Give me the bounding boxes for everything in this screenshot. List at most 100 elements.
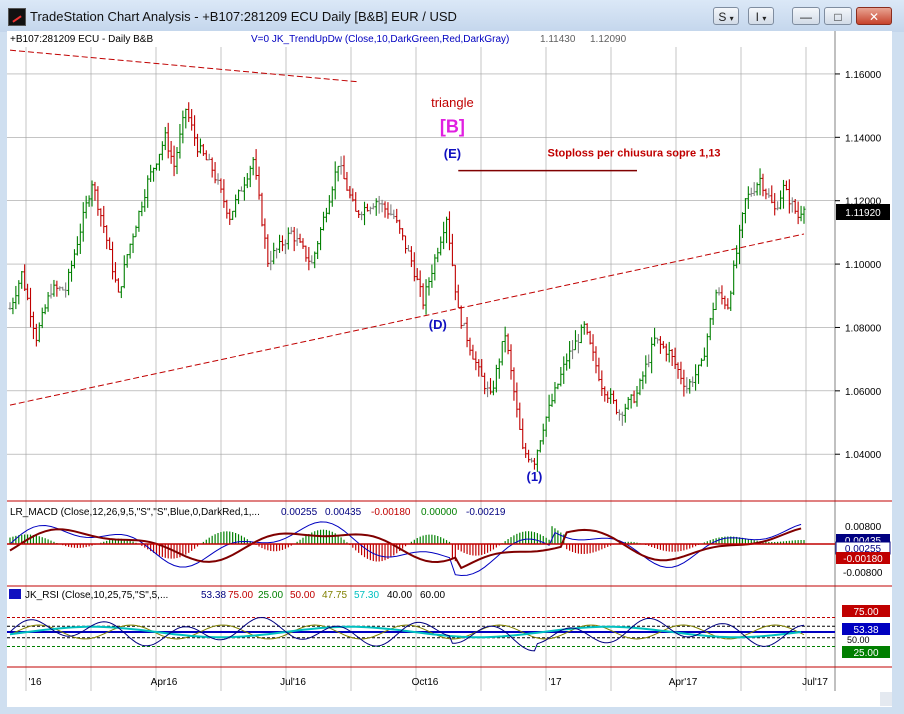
trendline[interactable] — [9, 233, 805, 406]
price-bar — [81, 202, 85, 242]
price-bar — [29, 287, 33, 328]
price-bar — [515, 382, 519, 418]
time-tick-label: '16 — [28, 677, 41, 688]
price-bar — [339, 156, 343, 175]
price-bar — [134, 225, 138, 238]
price-bar — [541, 423, 545, 445]
close-button[interactable]: ✕ — [856, 7, 892, 25]
rsi-line — [9, 616, 805, 652]
price-bar — [169, 140, 173, 164]
price-bar — [494, 364, 498, 393]
annotations: triangle [B] (E) (D) (1) Stoploss per chiusur… — [429, 95, 721, 484]
time-tick-label: '17 — [548, 677, 561, 688]
price-bar — [506, 333, 510, 355]
price-bar — [201, 143, 205, 156]
price-bar — [641, 371, 645, 390]
price-bar — [111, 241, 115, 280]
price-bar — [600, 370, 604, 396]
price-bar — [740, 212, 744, 239]
price-bar — [664, 343, 668, 362]
price-bar — [597, 357, 601, 382]
price-bar — [204, 150, 208, 161]
price-bar — [679, 361, 683, 385]
price-bar — [436, 247, 440, 263]
rsi-panel[interactable]: JK_RSI (Close,10,25,75,"S",5,... 53.38 7… — [7, 589, 890, 659]
price-bar — [661, 341, 665, 349]
price-bar — [154, 163, 158, 171]
price-bar — [465, 317, 469, 348]
s-menu-button[interactable]: S ▾ — [713, 7, 739, 25]
indicator-value-2: 1.12090 — [590, 34, 627, 45]
annotation-label: Stoploss per chiusura sopre 1,13 — [548, 147, 721, 159]
price-bar — [383, 201, 387, 218]
price-bar — [609, 388, 613, 404]
price-bar — [280, 235, 284, 252]
macd-tick-top: 0.00800 — [845, 522, 882, 533]
price-bar — [562, 356, 566, 384]
rsi-name: JK_RSI (Close,10,25,75,"S",5,... — [25, 590, 168, 601]
price-bar — [187, 102, 191, 123]
price-bar — [131, 233, 135, 254]
annotation-label: (E) — [444, 146, 461, 161]
price-bar — [354, 192, 358, 212]
price-bar — [738, 224, 742, 265]
trendline[interactable] — [9, 49, 359, 83]
i-menu-label: I — [755, 10, 759, 24]
s-menu-label: S — [718, 10, 727, 24]
time-axis: '16 Apr16 Jul'16 Oct16 '17 Apr'17 Jul'17 — [28, 677, 828, 688]
macd-panel[interactable]: LR_MACD (Close,12,26,9,5,"S","S",Blue,0,… — [7, 507, 891, 579]
title-bar[interactable]: TradeStation Chart Analysis - +B107:2812… — [0, 0, 904, 32]
price-bar — [752, 182, 756, 196]
price-bar — [286, 227, 290, 250]
price-bar — [193, 115, 197, 146]
price-bars — [8, 102, 806, 472]
price-tick-label: 1.04000 — [845, 450, 882, 461]
price-bar — [579, 324, 583, 344]
price-bar — [371, 203, 375, 210]
chart-area[interactable]: triangle [B] (E) (D) (1) Stoploss per chiusur… — [7, 31, 892, 707]
price-bar — [793, 198, 797, 214]
price-bar — [468, 337, 472, 356]
price-bar — [404, 235, 408, 254]
macd-value-4: 0.00000 — [421, 507, 458, 518]
price-bar — [723, 295, 727, 310]
price-bar — [324, 207, 328, 223]
price-bar — [213, 162, 217, 184]
rsi-value-2: 75.00 — [228, 590, 253, 601]
price-bar — [266, 234, 270, 267]
price-bar — [198, 138, 202, 154]
price-bar — [389, 204, 393, 216]
price-bar — [418, 270, 422, 297]
maximize-button[interactable]: □ — [824, 7, 852, 25]
price-bar — [392, 209, 396, 220]
price-bar — [409, 246, 413, 268]
price-bar — [377, 195, 381, 214]
price-bar — [242, 176, 246, 201]
price-bar — [606, 391, 610, 403]
rsi-badge-current-text: 53.38 — [853, 625, 878, 636]
price-bar — [439, 236, 443, 256]
price-bar — [140, 201, 144, 217]
price-axis: 1.16000 1.14000 1.12000 1.10000 1.08000 1.060… — [835, 70, 882, 461]
price-bar — [474, 351, 478, 371]
price-bar — [222, 179, 226, 208]
price-bar — [272, 242, 276, 265]
price-bar — [365, 203, 369, 212]
price-bar — [181, 110, 185, 144]
price-bar — [676, 362, 680, 379]
price-bar — [108, 237, 112, 251]
price-bar — [620, 411, 624, 426]
price-bar — [72, 249, 76, 269]
price-bar — [157, 153, 161, 171]
i-menu-button[interactable]: I ▾ — [748, 7, 774, 25]
price-bar — [532, 457, 536, 470]
price-tick-label: 1.12000 — [845, 197, 882, 208]
rsi-value-5: 47.75 — [322, 590, 347, 601]
price-bar — [46, 292, 50, 312]
macd-name: LR_MACD (Close,12,26,9,5,"S","S",Blue,0,… — [10, 507, 260, 518]
rsi-value-7: 40.00 — [387, 590, 412, 601]
price-panel[interactable]: triangle [B] (E) (D) (1) Stoploss per chiusur… — [8, 34, 891, 484]
price-bar — [14, 285, 18, 310]
minimize-button[interactable]: — — [792, 7, 820, 25]
price-bar — [412, 252, 416, 282]
